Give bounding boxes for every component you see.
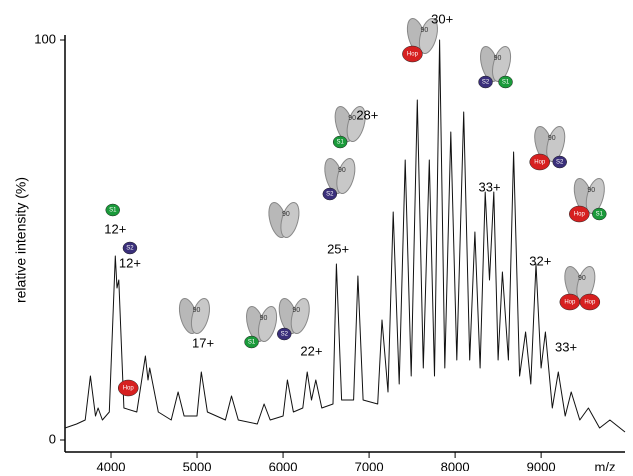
complex-icon: 90 S2	[276, 297, 310, 341]
spectrum-line	[64, 39, 626, 433]
x-tick-label: 9000	[527, 459, 556, 471]
x-tick-label: 8000	[441, 459, 470, 471]
cochaperone	[244, 335, 259, 349]
cochaperone	[498, 75, 513, 89]
x-tick-label: 4000	[97, 459, 126, 471]
x-tick-label: 6000	[269, 459, 298, 471]
hsp90-monomer	[280, 201, 300, 239]
icon-label: 90	[282, 211, 290, 218]
x-axis-label: m/z	[595, 459, 616, 471]
icon-label: Hop	[564, 300, 576, 306]
cochaperone	[105, 203, 120, 217]
icon-label: 90	[348, 115, 356, 122]
hsp90-monomer	[346, 105, 366, 143]
complex-icon: 90 Hop Hop	[559, 265, 601, 311]
charge-label: 33+	[555, 339, 577, 354]
hsp90-monomer	[336, 157, 356, 195]
hsp90-monomer	[492, 45, 512, 83]
charge-label: 33+	[478, 179, 500, 194]
y-axis-label: relative intensity (%)	[13, 177, 29, 303]
complex-icon: Hop	[117, 379, 139, 397]
complex-icon: 90 Hop S2	[529, 125, 567, 171]
icon-label: 90	[292, 307, 300, 314]
complex-icon: 90	[268, 201, 300, 239]
cochaperone	[552, 155, 567, 169]
cochaperone	[332, 135, 348, 149]
y-tick-label: 0	[49, 431, 56, 446]
complex-icon: 90	[178, 297, 210, 335]
cochaperone	[529, 153, 550, 171]
icon-label: 90	[494, 55, 502, 62]
icon-label: S1	[502, 80, 510, 86]
complex-icon: 90 S1	[332, 105, 366, 149]
icon-label: S1	[248, 340, 256, 346]
icon-label: 90	[578, 275, 586, 282]
hsp90-monomer	[546, 125, 566, 163]
charge-label: 12+	[104, 221, 126, 236]
cochaperone	[579, 293, 601, 311]
icon-label: S1	[596, 212, 604, 218]
icon-label: 90	[193, 307, 201, 314]
cochaperone	[478, 75, 493, 89]
charge-label: 25+	[327, 241, 349, 256]
icon-label: Hop	[534, 160, 546, 166]
icon-label: S2	[126, 246, 134, 252]
icon-label: Hop	[584, 300, 596, 306]
icon-label: Hop	[407, 52, 419, 58]
complex-icon: 90 S2 S1	[478, 45, 513, 89]
icon-label: S1	[336, 140, 344, 146]
cochaperone	[402, 45, 423, 63]
x-tick-label: 5000	[183, 459, 212, 471]
charge-label: 28+	[356, 107, 378, 122]
icon-label: S2	[281, 332, 289, 338]
icon-label: 90	[548, 135, 556, 142]
hsp90-monomer	[418, 17, 438, 55]
hsp90-monomer	[258, 305, 278, 343]
cochaperone	[592, 207, 607, 221]
complex-icon: 90 Hop S1	[569, 177, 607, 223]
icon-label: Hop	[574, 212, 586, 218]
charge-label: 22+	[300, 343, 322, 358]
hsp90-monomer	[290, 297, 310, 335]
icon-label: Hop	[123, 386, 135, 392]
hsp90-monomer	[585, 177, 605, 215]
icon-label: 90	[260, 315, 268, 322]
icon-label: S2	[482, 80, 490, 86]
x-tick-label: 7000	[355, 459, 384, 471]
charge-label: 17+	[192, 335, 214, 350]
icon-label: 90	[338, 167, 346, 174]
cochaperone	[276, 327, 292, 341]
charge-label: 12+	[119, 255, 141, 270]
charge-label: 32+	[529, 253, 551, 268]
icon-label: S1	[109, 208, 117, 214]
cochaperone	[569, 205, 590, 223]
cochaperone	[322, 187, 338, 201]
icon-label: 90	[421, 27, 429, 34]
hsp90-monomer	[190, 297, 210, 335]
cochaperone	[122, 241, 138, 255]
complex-icon: 90 S2	[322, 157, 356, 201]
icon-label: 90	[587, 187, 595, 194]
complex-icon: 90 Hop	[402, 17, 438, 63]
complex-icon: S2	[122, 241, 138, 255]
complex-icon: 90 S1	[244, 305, 278, 349]
icon-label: S2	[556, 160, 564, 166]
charge-label: 30+	[431, 11, 453, 26]
icon-label: S2	[326, 192, 334, 198]
y-tick-label: 100	[34, 31, 56, 46]
complex-icon: S1	[105, 203, 120, 217]
cochaperone	[117, 379, 139, 397]
